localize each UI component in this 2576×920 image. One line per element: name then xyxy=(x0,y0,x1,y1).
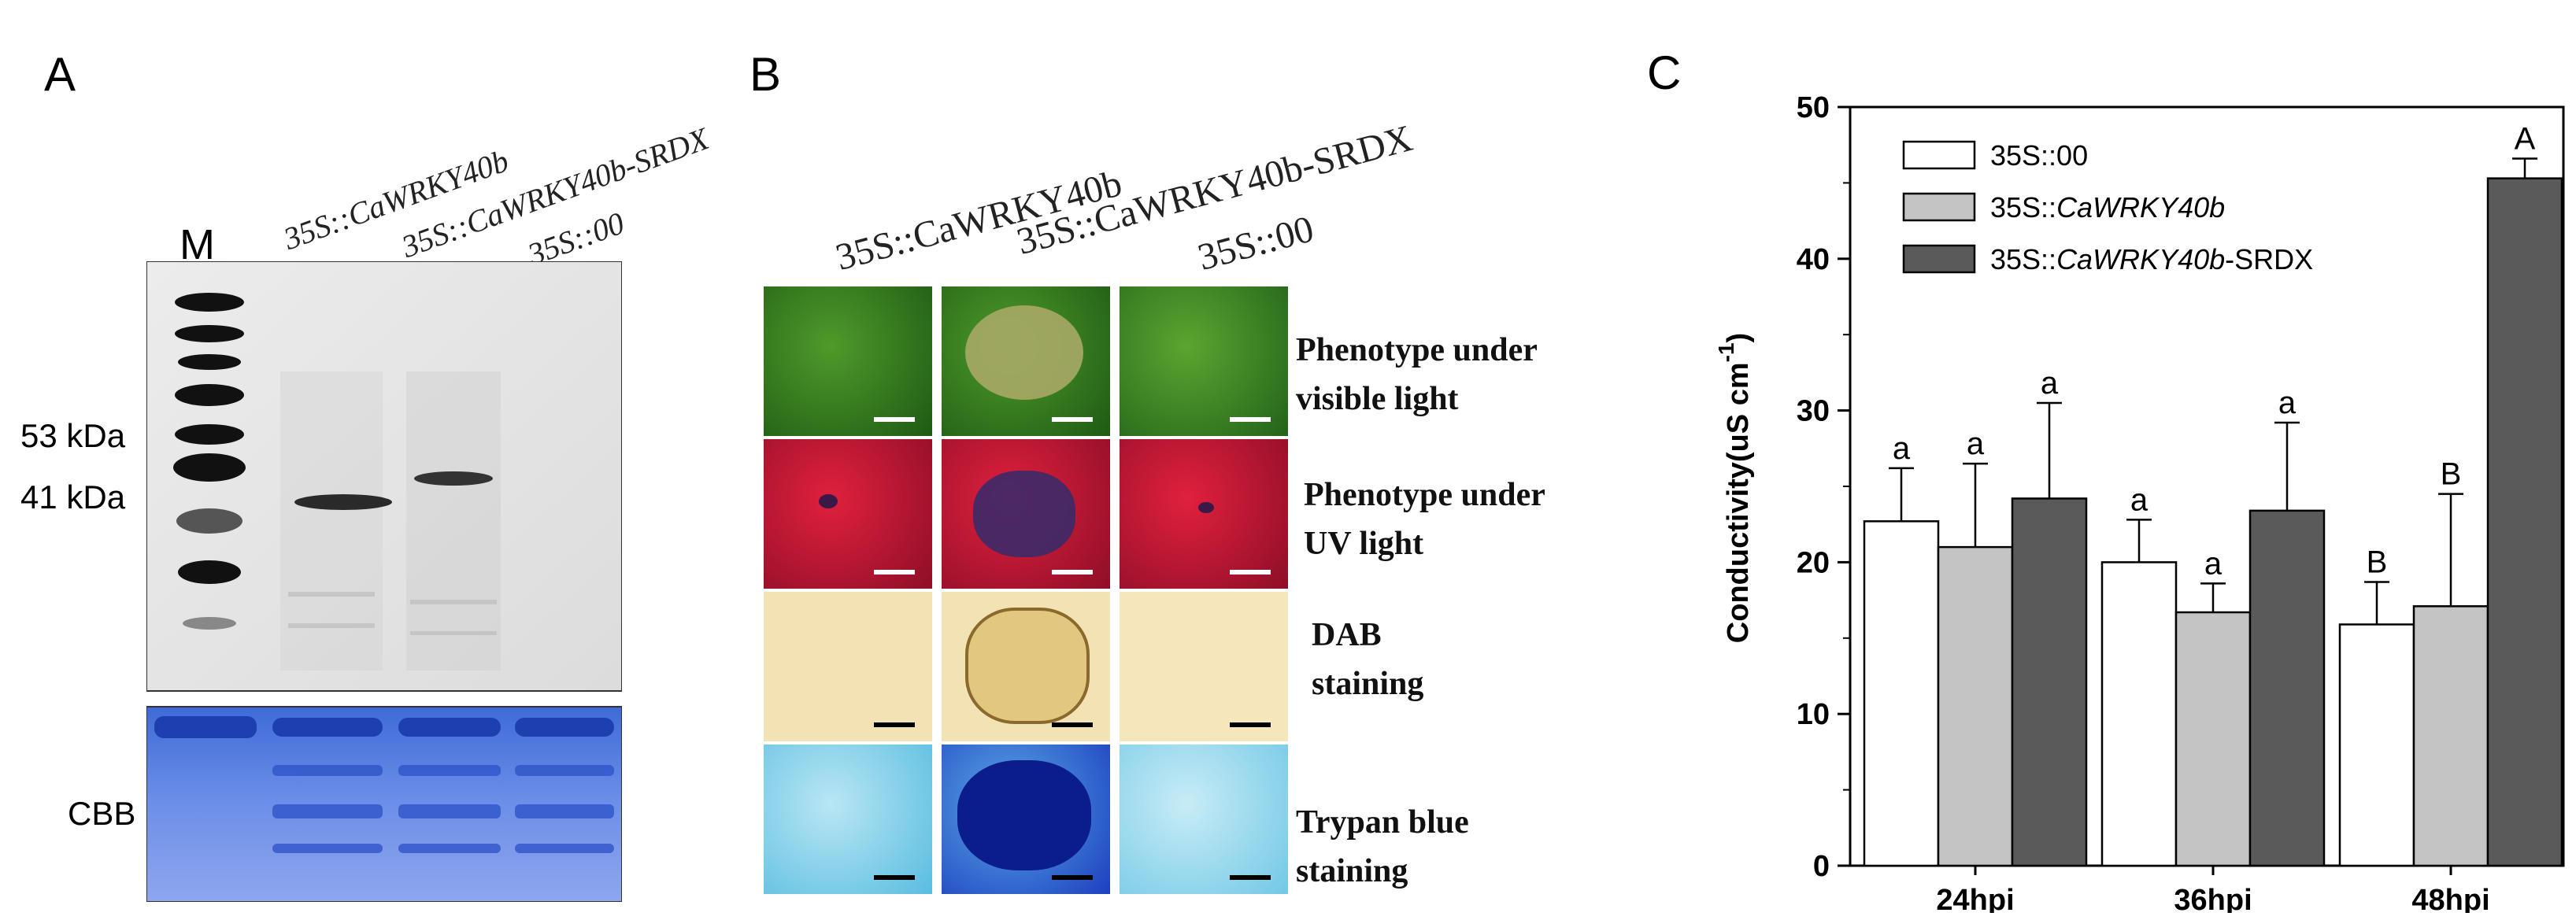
significance-letter: B xyxy=(2367,545,2388,579)
y-tick-label: 10 xyxy=(1797,698,1830,731)
y-tick-label: 20 xyxy=(1797,546,1830,579)
row-label-trypan-line2: staining xyxy=(1296,853,1408,889)
bar xyxy=(2338,623,2415,867)
y-axis-label-main: Conductivity(uS cm xyxy=(1722,362,1755,643)
leaf-trypan-2 xyxy=(942,744,1110,894)
bar xyxy=(2174,611,2252,867)
x-tick-label: 24hpi xyxy=(1936,884,2014,913)
y-axis-label-close: ) xyxy=(1722,333,1755,343)
leaf-dab-2 xyxy=(942,592,1110,741)
significance-letter: A xyxy=(2515,122,2536,157)
leaf-uv-2 xyxy=(942,439,1110,589)
row-label-uv-line2: UV light xyxy=(1304,526,1424,562)
western-blot-image xyxy=(146,261,622,902)
row-label-visible: Phenotype under visible light xyxy=(1296,326,1538,423)
row-label-dab: DAB staining xyxy=(1312,611,1423,708)
significance-letter: a xyxy=(1893,431,1911,466)
bar xyxy=(1937,545,2014,867)
legend-label: 35S::00 xyxy=(1990,139,2088,172)
significance-letter: a xyxy=(2204,546,2223,581)
bar xyxy=(2100,561,2178,867)
row-label-trypan-line1: Trypan blue xyxy=(1296,804,1469,841)
row-label-trypan: Trypan blue staining xyxy=(1296,798,1469,896)
row-label-visible-line1: Phenotype under xyxy=(1296,332,1538,368)
leaf-dab-1 xyxy=(764,592,932,741)
bar xyxy=(1863,520,1940,867)
leaf-trypan-3 xyxy=(1120,744,1288,894)
row-label-dab-line1: DAB xyxy=(1312,617,1382,653)
y-tick-label: 40 xyxy=(1797,243,1830,276)
significance-letter: a xyxy=(1967,427,1985,461)
legend-swatch xyxy=(1902,192,1976,222)
y-tick-label: 50 xyxy=(1797,91,1830,124)
significance-letter: a xyxy=(2278,386,2297,420)
leaf-uv-3 xyxy=(1120,439,1288,589)
leaf-dab-3 xyxy=(1120,592,1288,741)
bar xyxy=(2011,497,2088,867)
legend-swatch xyxy=(1902,244,1976,274)
panel-a-letter: A xyxy=(44,48,76,101)
legend-label: 35S::CaWRKY40b xyxy=(1990,191,2225,224)
leaf-trypan-1 xyxy=(764,744,932,894)
row-label-uv: Phenotype under UV light xyxy=(1304,471,1545,568)
row-label-visible-line2: visible light xyxy=(1296,381,1459,417)
leaf-uv-1 xyxy=(764,439,932,589)
row-label-dab-line2: staining xyxy=(1312,666,1424,702)
x-tick-label: 48hpi xyxy=(2411,884,2489,913)
panel-b-letter: B xyxy=(749,48,782,101)
marker-53kda: 53 kDa xyxy=(20,417,126,454)
leaf-visible-1 xyxy=(764,286,932,436)
y-tick-label: 30 xyxy=(1797,395,1830,428)
bar xyxy=(2486,177,2563,867)
conductivity-bar-chart: Conductivity(uS cm-1) 0 10 20 30 40 50 24hpi 36… xyxy=(1714,91,2565,913)
bar xyxy=(2248,509,2326,867)
panel-c-letter: C xyxy=(1647,46,1682,99)
leaf-visible-2 xyxy=(942,286,1110,436)
cbb-label: CBB xyxy=(68,795,136,832)
row-label-uv-line1: Phenotype under xyxy=(1304,477,1545,513)
y-tick-label: 0 xyxy=(1813,850,1830,883)
legend-swatch xyxy=(1902,140,1976,170)
significance-letter: a xyxy=(2130,482,2149,517)
column-label-3: 35S::00 xyxy=(1194,208,1319,279)
y-axis-label: Conductivity(uS cm-1) xyxy=(1714,333,1755,643)
x-tick-label: 36hpi xyxy=(2174,884,2252,913)
y-axis-label-superscript: -1 xyxy=(1714,342,1738,362)
significance-letter: B xyxy=(2441,457,2462,492)
significance-letter: a xyxy=(2041,366,2059,401)
bar xyxy=(2412,605,2489,867)
marker-lane-label: M xyxy=(180,221,215,268)
marker-41kda: 41 kDa xyxy=(20,478,126,515)
legend-label: 35S::CaWRKY40b-SRDX xyxy=(1990,243,2313,275)
leaf-visible-3 xyxy=(1120,286,1288,436)
